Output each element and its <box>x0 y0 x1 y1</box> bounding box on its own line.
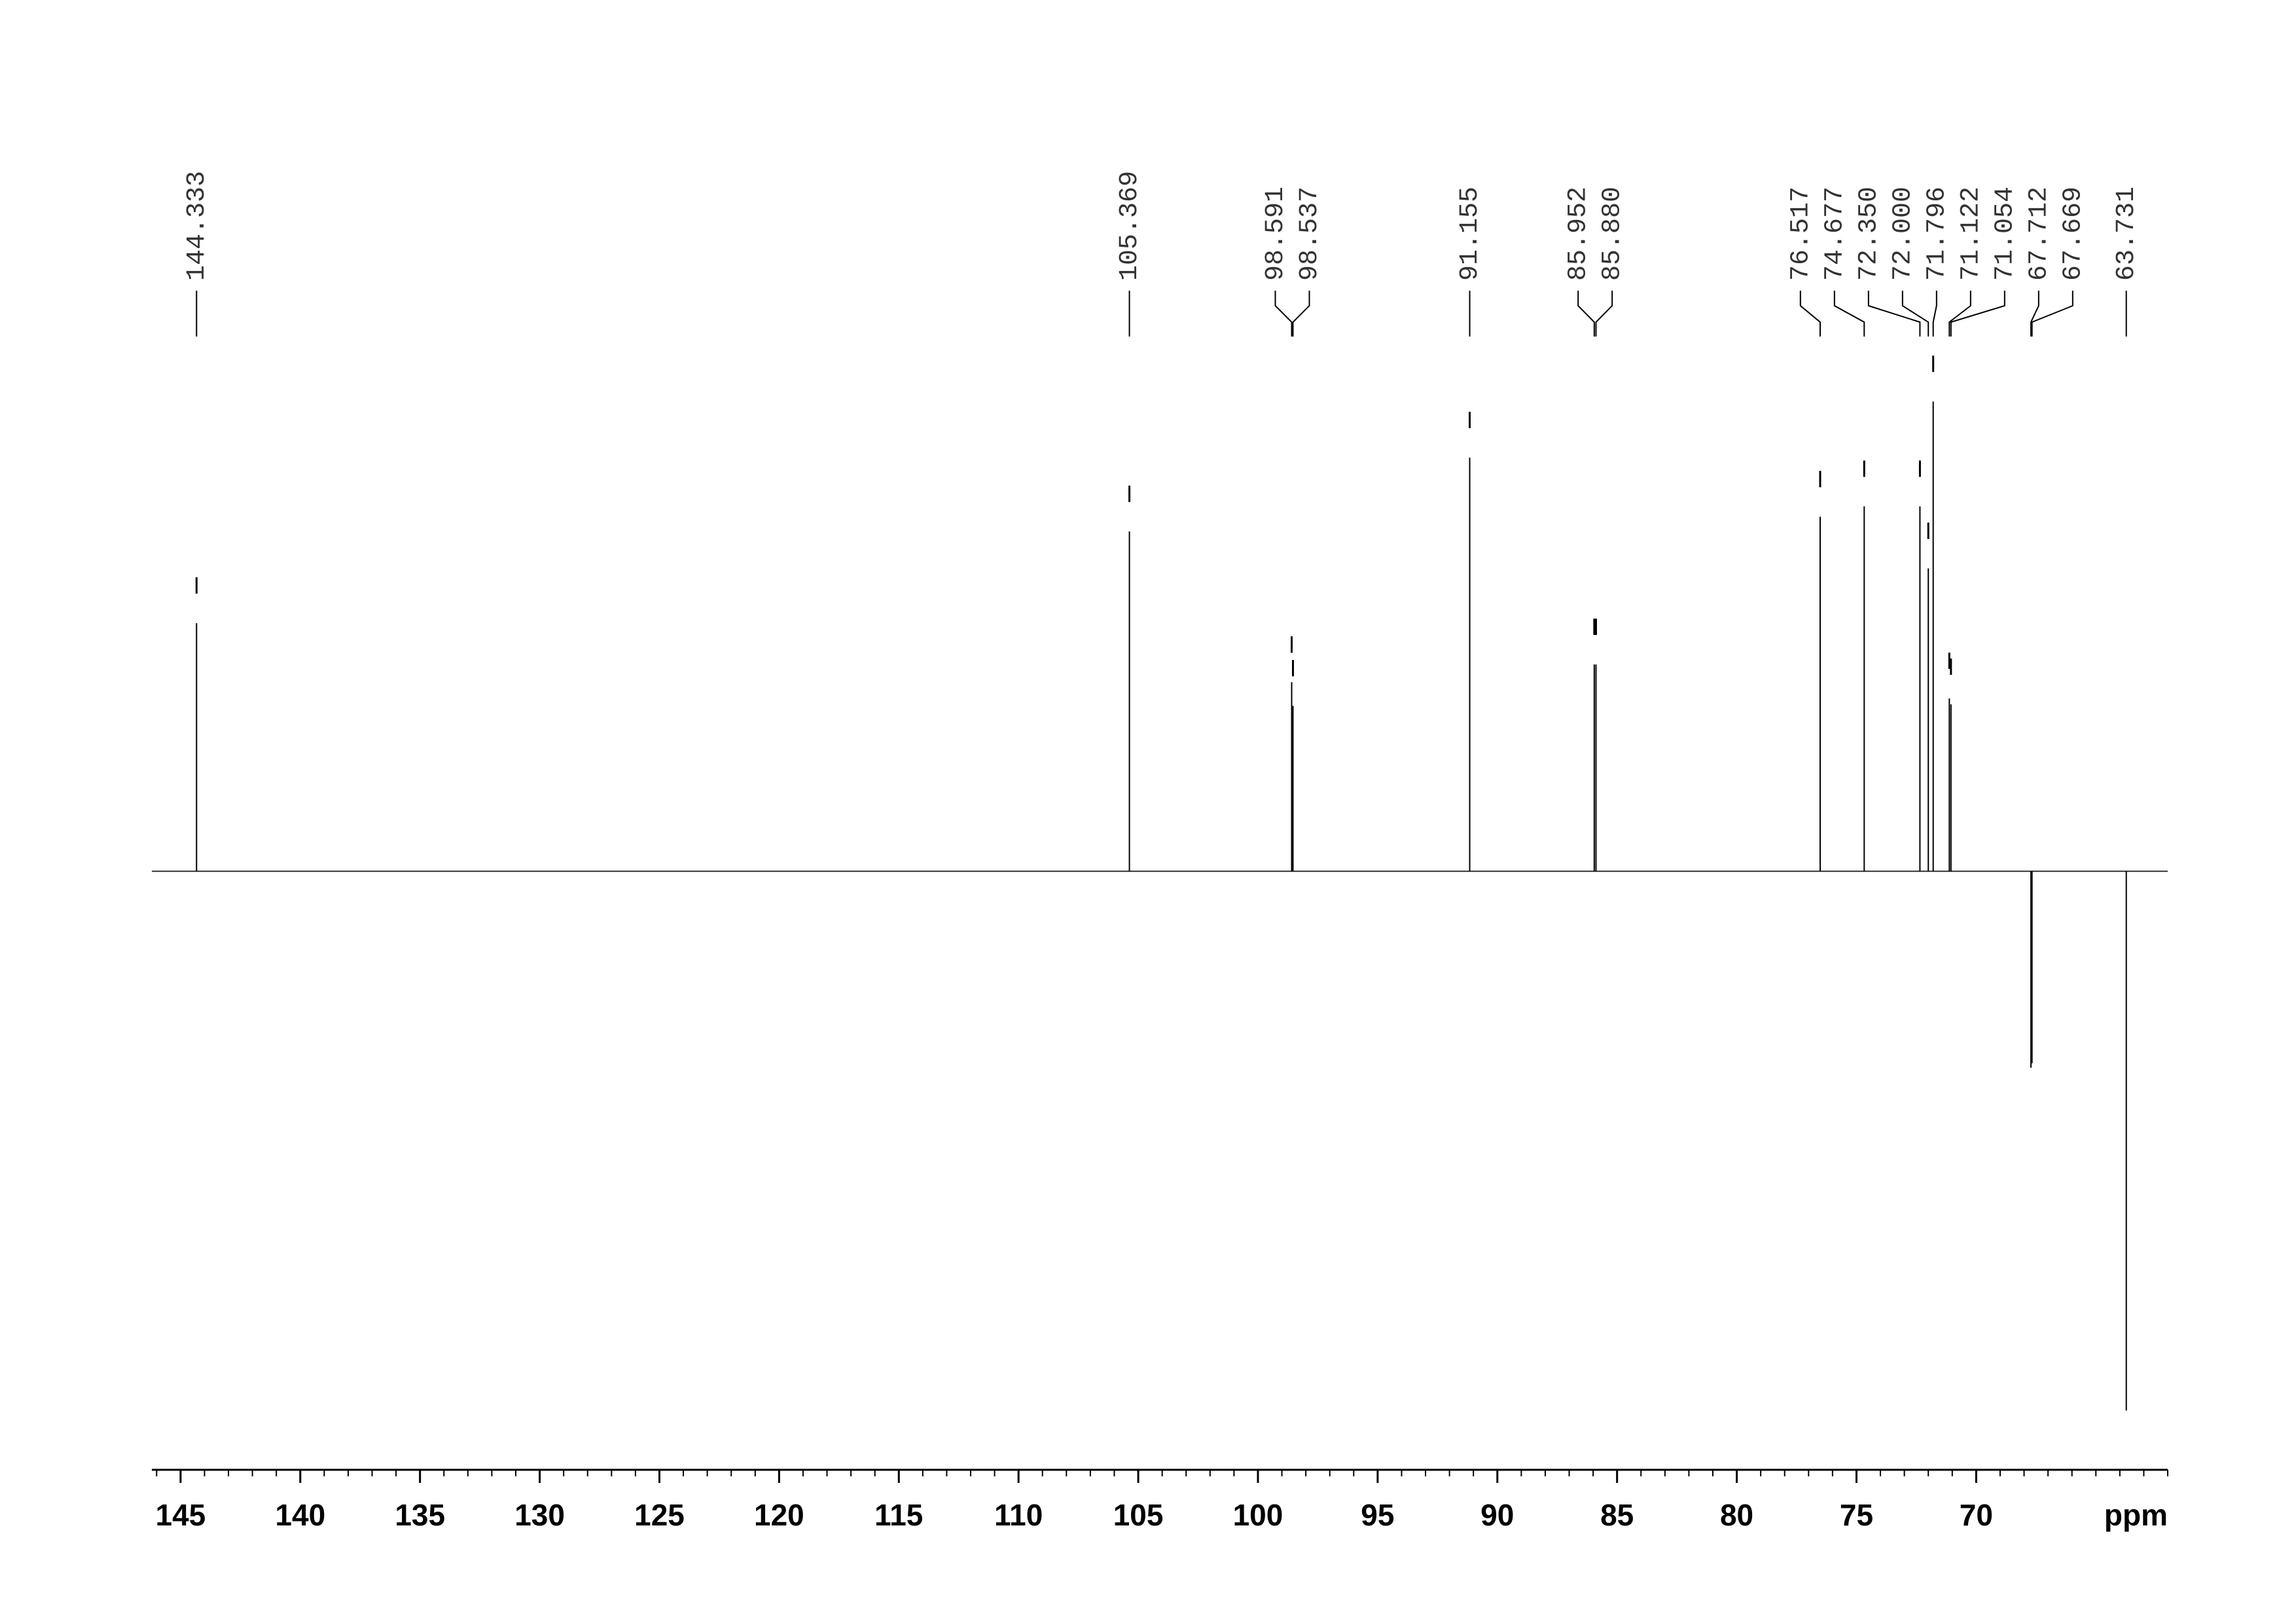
peak-label: 98.537 <box>1295 187 1325 281</box>
peak-label: 98.591 <box>1261 187 1291 281</box>
peak-label-connector <box>2031 291 2073 337</box>
peak-label-connector <box>1932 291 1937 337</box>
peak-label: 67.712 <box>2024 187 2054 281</box>
x-tick-label: 145 <box>156 1498 206 1532</box>
peak-label-connector <box>1799 291 1821 337</box>
peak-label: 71.122 <box>1956 187 1986 281</box>
x-tick-label: 125 <box>634 1498 685 1532</box>
peak-label: 71.054 <box>1990 187 2020 281</box>
peak-label-connector <box>1577 291 1595 337</box>
x-tick-label: 110 <box>994 1498 1043 1532</box>
peak-label: 85.880 <box>1598 187 1628 281</box>
peak-label: 72.350 <box>1854 187 1884 281</box>
x-tick-label: 90 <box>1480 1498 1514 1532</box>
x-tick-label: 95 <box>1361 1498 1394 1532</box>
x-tick-label: 135 <box>395 1498 445 1532</box>
x-tick-label: 75 <box>1840 1498 1873 1532</box>
peak-label: 85.952 <box>1564 187 1594 281</box>
x-tick-label: 85 <box>1600 1498 1634 1532</box>
peak-label-connector <box>1867 291 1921 337</box>
peak-label: 105.369 <box>1115 171 1145 281</box>
x-tick-label: 130 <box>514 1498 565 1532</box>
x-tick-label: 70 <box>1960 1498 1993 1532</box>
peak-label: 63.731 <box>2112 187 2142 281</box>
peak-label: 76.517 <box>1786 187 1816 281</box>
peak-label: 72.000 <box>1888 187 1918 281</box>
x-tick-label: 105 <box>1113 1498 1164 1532</box>
x-axis-label: ppm <box>2104 1498 2168 1532</box>
x-tick-label: 80 <box>1720 1498 1753 1532</box>
x-tick-label: 120 <box>754 1498 804 1532</box>
peak-label-connector <box>1950 291 2005 337</box>
peak-label-connector <box>2030 291 2039 337</box>
peak-label: 74.677 <box>1820 187 1850 281</box>
peak-label-connector <box>1292 291 1310 337</box>
peak-label: 67.669 <box>2058 187 2088 281</box>
peak-label-connector <box>1274 291 1293 337</box>
peak-label: 71.796 <box>1922 187 1952 281</box>
peak-label-connector <box>1948 291 1971 337</box>
peak-label: 91.155 <box>1456 187 1485 281</box>
peak-label-connector <box>1901 291 1929 337</box>
x-tick-label: 115 <box>874 1498 923 1532</box>
peak-label: 144.333 <box>183 171 212 281</box>
peak-label-connector <box>1833 291 1865 337</box>
x-tick-label: 100 <box>1233 1498 1283 1532</box>
x-tick-label: 140 <box>275 1498 325 1532</box>
peak-label-connector <box>1595 291 1613 337</box>
